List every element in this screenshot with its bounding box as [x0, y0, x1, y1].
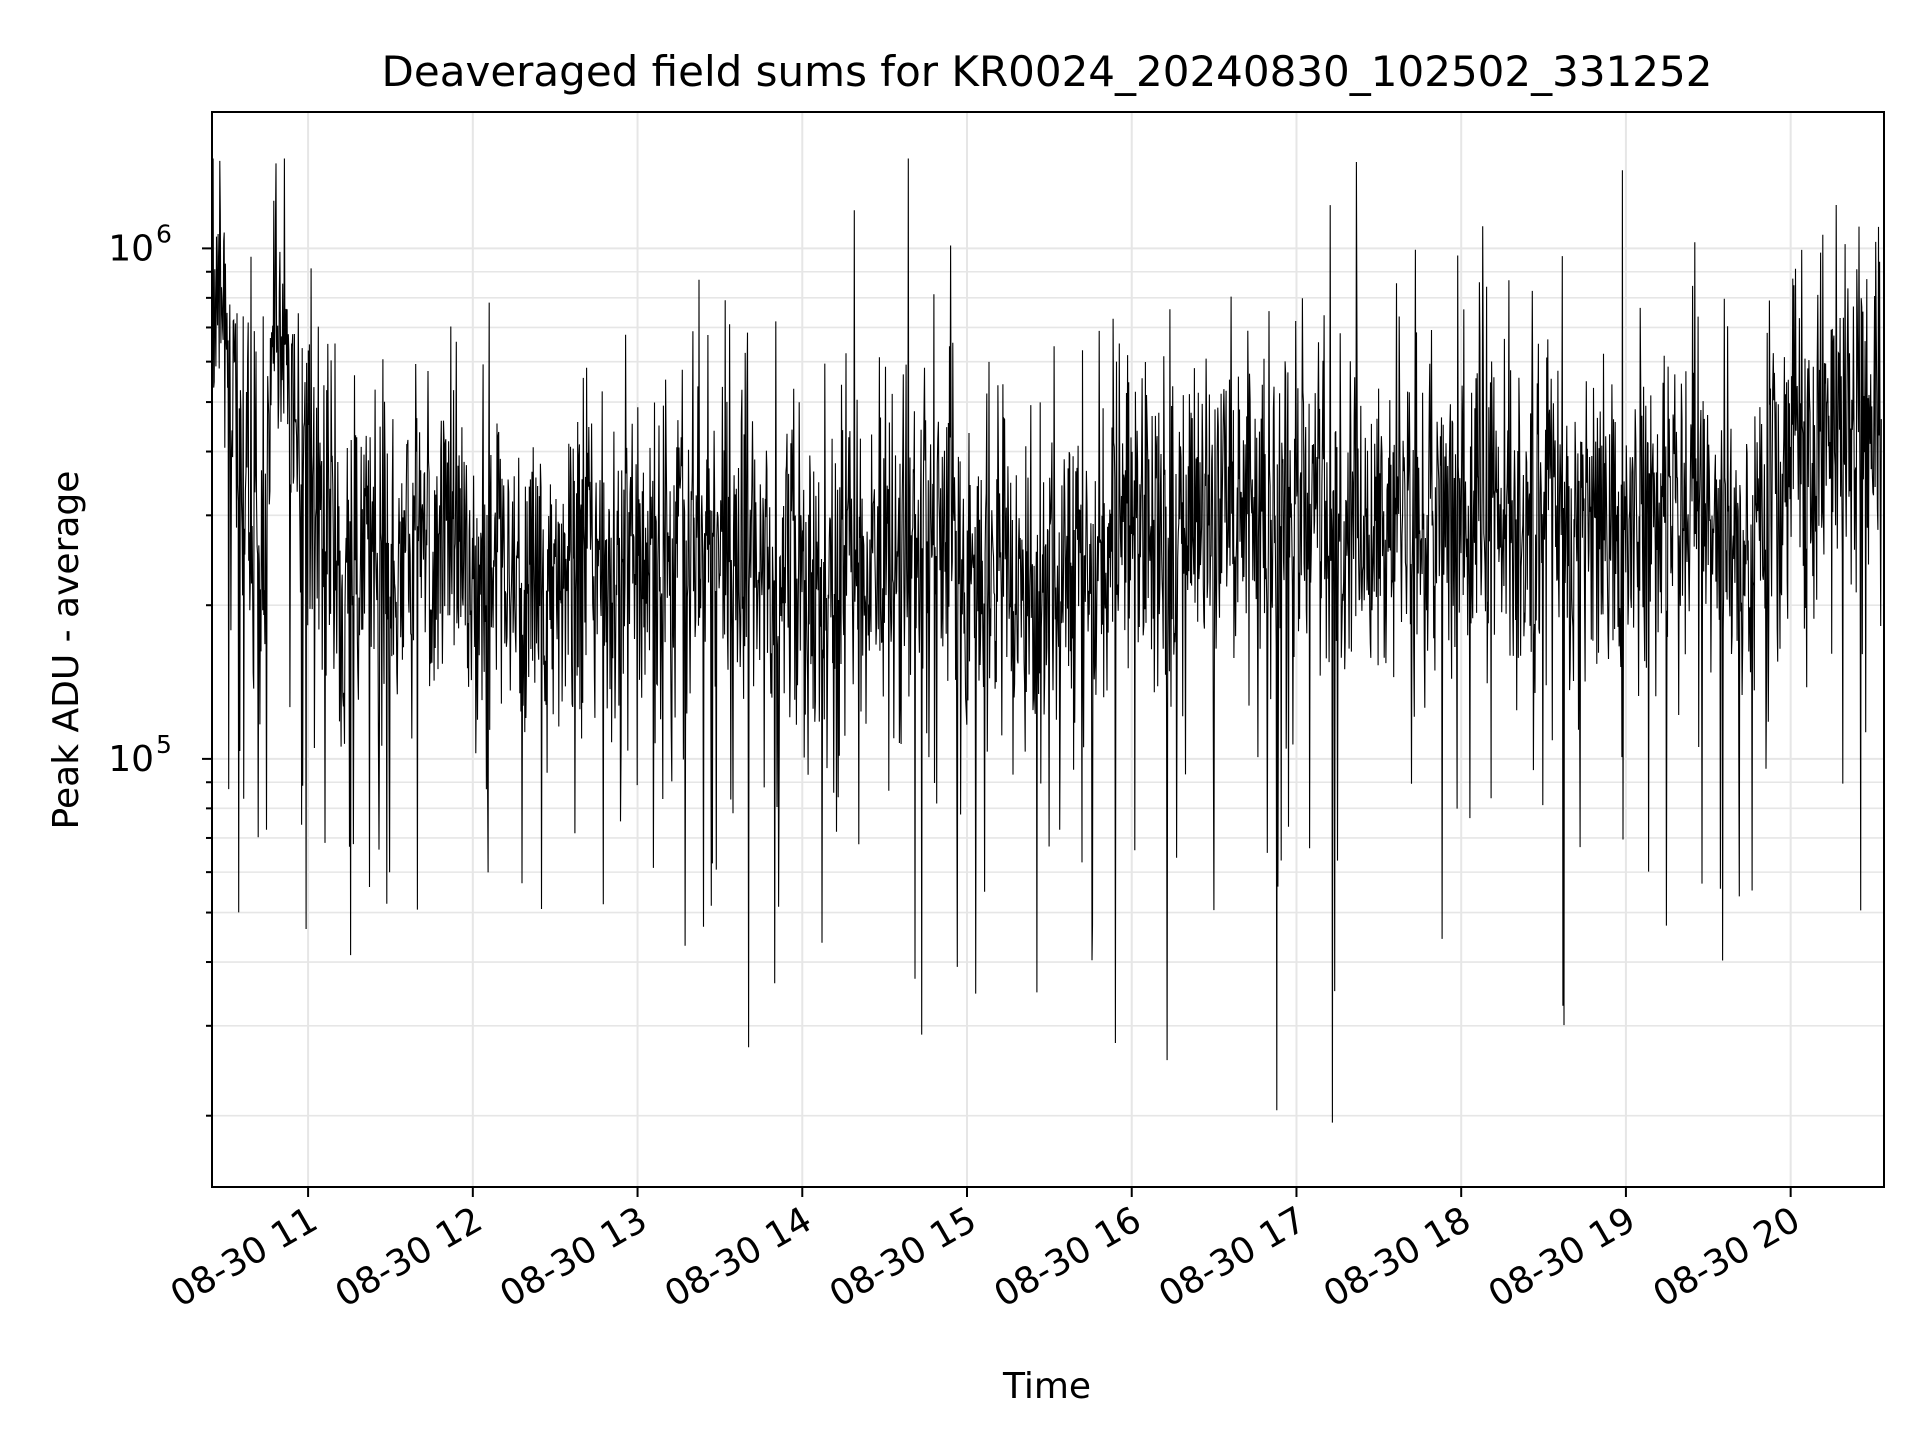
- y-tick-label-exponent: 6: [156, 219, 172, 248]
- series-line: [212, 158, 1882, 1123]
- y-tick-label: 10: [108, 739, 154, 780]
- y-tick-label-exponent: 5: [156, 730, 172, 759]
- y-axis-label: Peak ADU - average: [46, 471, 87, 830]
- plot-area: [212, 158, 1882, 1123]
- series-group: [212, 158, 1882, 1123]
- x-axis-label: Time: [1002, 1366, 1091, 1407]
- chart-title: Deaveraged field sums for KR0024_2024083…: [382, 47, 1713, 96]
- plot-frame: [211, 111, 1885, 1188]
- y-tick-label: 10: [108, 228, 154, 269]
